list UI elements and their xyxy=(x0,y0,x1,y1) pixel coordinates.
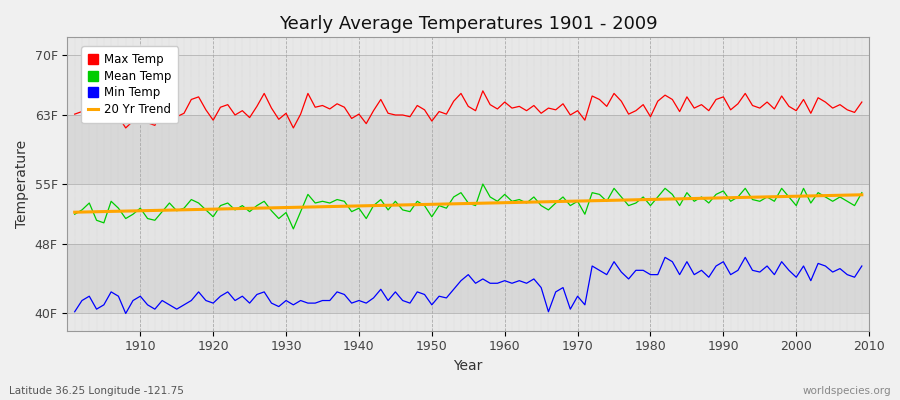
Y-axis label: Temperature: Temperature xyxy=(15,140,29,228)
Legend: Max Temp, Mean Temp, Min Temp, 20 Yr Trend: Max Temp, Mean Temp, Min Temp, 20 Yr Tre… xyxy=(81,46,178,123)
Bar xyxy=(68,244,869,314)
Text: worldspecies.org: worldspecies.org xyxy=(803,386,891,396)
X-axis label: Year: Year xyxy=(454,359,483,373)
Bar xyxy=(68,115,869,184)
Bar xyxy=(68,184,869,244)
Bar xyxy=(68,54,869,115)
Title: Yearly Average Temperatures 1901 - 2009: Yearly Average Temperatures 1901 - 2009 xyxy=(279,15,658,33)
Text: Latitude 36.25 Longitude -121.75: Latitude 36.25 Longitude -121.75 xyxy=(9,386,184,396)
